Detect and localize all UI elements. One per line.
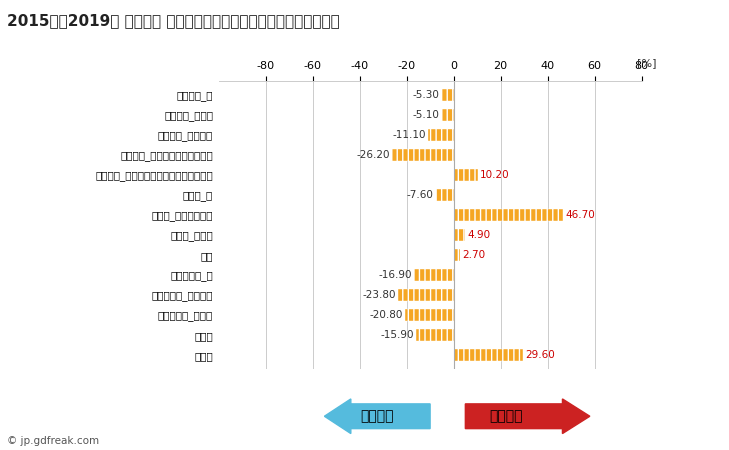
Text: -5.30: -5.30	[413, 90, 440, 100]
Bar	[414, 269, 453, 281]
Bar	[453, 169, 477, 181]
Text: -23.80: -23.80	[362, 290, 396, 300]
Bar	[416, 329, 453, 341]
Bar	[453, 249, 460, 261]
Text: -7.60: -7.60	[407, 190, 434, 200]
Text: -5.10: -5.10	[413, 110, 440, 120]
Bar	[453, 349, 523, 361]
Text: -26.20: -26.20	[356, 150, 390, 160]
Text: -15.90: -15.90	[381, 330, 414, 340]
Text: 2015年～2019年 東近江市 男性の全国と比べた死因別死亡リスク格差: 2015年～2019年 東近江市 男性の全国と比べた死因別死亡リスク格差	[7, 14, 340, 28]
Text: 2.70: 2.70	[462, 250, 485, 260]
Text: © jp.gdfreak.com: © jp.gdfreak.com	[7, 436, 99, 446]
Text: [%]: [%]	[636, 58, 656, 68]
Bar	[436, 189, 453, 201]
Bar	[453, 229, 465, 241]
Text: 10.20: 10.20	[480, 170, 509, 180]
Bar	[398, 289, 453, 301]
Text: 46.70: 46.70	[565, 210, 595, 220]
Text: 29.60: 29.60	[525, 350, 555, 360]
Bar	[453, 209, 564, 221]
Text: -20.80: -20.80	[370, 310, 403, 320]
Text: -11.10: -11.10	[392, 130, 426, 140]
Bar	[441, 89, 453, 101]
Bar	[442, 109, 453, 121]
Bar	[405, 309, 453, 321]
Text: 4.90: 4.90	[467, 230, 490, 240]
Text: 高リスク: 高リスク	[489, 409, 523, 423]
Bar	[427, 129, 453, 141]
Bar	[392, 149, 453, 161]
Text: 低リスク: 低リスク	[361, 409, 394, 423]
Text: -16.90: -16.90	[378, 270, 412, 280]
